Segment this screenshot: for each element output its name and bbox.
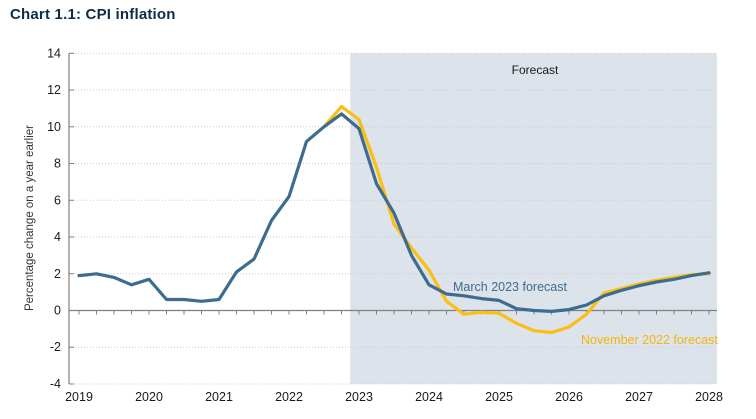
x-tick-label: 2026 [555, 390, 583, 404]
x-tick-label: 2020 [135, 390, 163, 404]
y-tick-label: 4 [54, 230, 61, 244]
x-tick-label: 2027 [625, 390, 653, 404]
x-tick-label: 2023 [345, 390, 373, 404]
x-tick-label: 2024 [415, 390, 443, 404]
chart-title: Chart 1.1: CPI inflation [10, 6, 176, 23]
forecast-region-label: Forecast [511, 63, 559, 77]
march-2023-forecast-label: March 2023 forecast [453, 280, 567, 294]
x-tick-label: 2025 [485, 390, 513, 404]
y-tick-label: 2 [54, 267, 61, 281]
y-tick-label: 0 [54, 304, 61, 318]
y-tick-label: 8 [54, 157, 61, 171]
x-tick-label: 2021 [205, 390, 233, 404]
series-line-march-2023-forecast [77, 112, 711, 313]
y-tick-label: 14 [47, 46, 61, 60]
y-tick-label: -4 [50, 377, 61, 391]
x-tick-label: 2022 [275, 390, 303, 404]
x-tick-label: 2019 [65, 390, 93, 404]
x-tick-label: 2028 [695, 390, 723, 404]
y-tick-label: 12 [47, 83, 61, 97]
y-tick-label: -2 [50, 340, 61, 354]
y-tick-label: 10 [47, 120, 61, 134]
y-tick-label: 6 [54, 193, 61, 207]
y-axis-title: Percentage change on a year earlier [24, 124, 36, 312]
november-2022-forecast-label: November 2022 forecast [581, 333, 718, 347]
